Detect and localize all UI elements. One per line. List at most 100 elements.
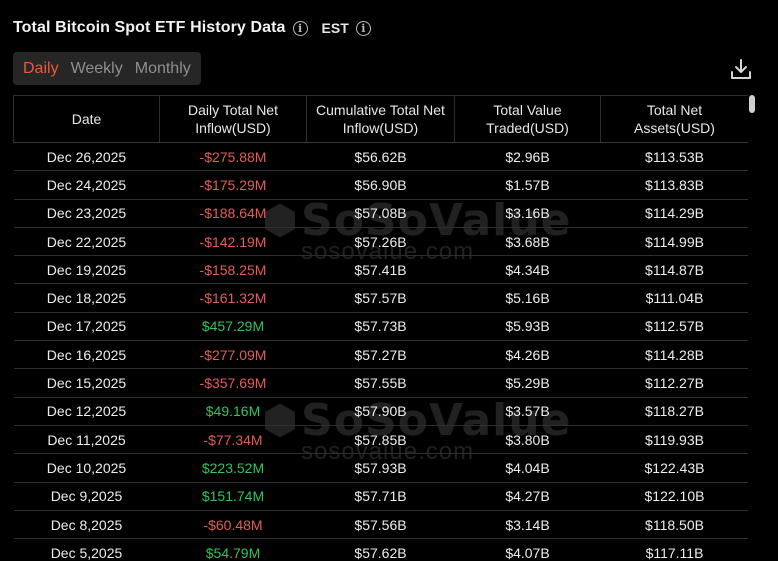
cell-date: Dec 18,2025 [13,283,160,313]
table-row: Dec 19,2025 -$158.25M $57.41B $4.34B $114.87… [13,255,748,285]
cell-cumulative-inflow: $57.62B [306,538,455,561]
cell-daily-inflow: $457.29M [159,312,307,342]
cell-cumulative-inflow: $56.90B [306,170,455,200]
table-row: Dec 16,2025 -$277.09M $57.27B $4.26B $114.28… [13,340,748,370]
column-header-date[interactable]: Date [13,95,160,143]
column-header-value-traded[interactable]: Total Value Traded(USD) [454,95,601,143]
table-body: Dec 26,2025 -$275.88M $56.62B $2.96B $113.53… [13,142,748,561]
cell-date: Dec 19,2025 [13,255,160,285]
cell-daily-inflow: -$77.34M [159,425,307,455]
cell-value-traded: $5.16B [454,283,601,313]
download-icon[interactable] [729,57,753,81]
column-header-line: Daily Total Net [187,102,278,118]
cell-daily-inflow: -$175.29M [159,170,307,200]
cell-date: Dec 10,2025 [13,453,160,483]
tab-monthly[interactable]: Monthly [134,60,191,77]
cell-value-traded: $2.96B [454,142,601,172]
cell-value-traded: $4.26B [454,340,601,370]
cell-date: Dec 26,2025 [13,142,160,172]
cell-cumulative-inflow: $57.85B [306,425,455,455]
history-table: Date Daily Total Net Inflow(USD) Cumulat… [13,95,748,561]
cell-net-assets: $114.99B [600,227,748,257]
table-row: Dec 18,2025 -$161.32M $57.57B $5.16B $111.04… [13,283,748,313]
cell-cumulative-inflow: $57.41B [306,255,455,285]
cell-date: Dec 22,2025 [13,227,160,257]
cell-date: Dec 5,2025 [13,538,160,561]
panel-header: Total Bitcoin Spot ETF History Data i ES… [13,14,371,42]
column-header-line: Date [71,111,102,127]
column-header-daily-inflow[interactable]: Daily Total Net Inflow(USD) [159,95,307,143]
column-header-line: Cumulative Total Net [316,102,445,118]
column-header-cumulative-inflow[interactable]: Cumulative Total Net Inflow(USD) [306,95,455,143]
cell-daily-inflow: -$142.19M [159,227,307,257]
table-row: Dec 23,2025 -$188.64M $57.08B $3.16B $114.29… [13,199,748,228]
cell-cumulative-inflow: $56.62B [306,142,455,172]
cell-daily-inflow: -$158.25M [159,255,307,285]
cell-daily-inflow: -$277.09M [159,340,307,370]
cell-cumulative-inflow: $57.08B [306,199,455,228]
cell-cumulative-inflow: $57.56B [306,510,455,540]
timezone-info-icon[interactable]: i [355,20,371,36]
cell-cumulative-inflow: $57.55B [306,368,455,398]
cell-daily-inflow: -$188.64M [159,199,307,228]
cell-net-assets: $114.28B [600,340,748,370]
cell-net-assets: $118.27B [600,397,748,426]
cell-value-traded: $4.27B [454,482,601,511]
column-header-line: Total Net [646,102,703,118]
table-row: Dec 9,2025 $151.74M $57.71B $4.27B $122.10B [13,482,748,511]
cell-value-traded: $1.57B [454,170,601,200]
cell-cumulative-inflow: $57.26B [306,227,455,257]
cell-daily-inflow: $54.79M [159,538,307,561]
column-header-line: Inflow(USD) [195,120,271,136]
cell-date: Dec 11,2025 [13,425,160,455]
cell-net-assets: $113.83B [600,170,748,200]
table-header-row: Date Daily Total Net Inflow(USD) Cumulat… [13,95,748,143]
cell-cumulative-inflow: $57.57B [306,283,455,313]
cell-net-assets: $114.87B [600,255,748,285]
tab-daily[interactable]: Daily [23,60,59,77]
cell-value-traded: $3.14B [454,510,601,540]
cell-cumulative-inflow: $57.93B [306,453,455,483]
cell-net-assets: $112.27B [600,368,748,398]
column-header-line: Inflow(USD) [342,120,419,136]
cell-daily-inflow: -$275.88M [159,142,307,172]
period-tabs: Daily Weekly Monthly [13,52,201,85]
cell-cumulative-inflow: $57.27B [306,340,455,370]
tab-weekly[interactable]: Weekly [70,60,123,77]
cell-net-assets: $114.29B [600,199,748,228]
cell-cumulative-inflow: $57.73B [306,312,455,342]
table-row: Dec 24,2025 -$175.29M $56.90B $1.57B $113.83… [13,170,748,200]
info-icon[interactable]: i [292,20,308,36]
cell-cumulative-inflow: $57.71B [306,482,455,511]
cell-cumulative-inflow: $57.90B [306,397,455,426]
cell-daily-inflow: $151.74M [159,482,307,511]
cell-daily-inflow: -$161.32M [159,283,307,313]
cell-value-traded: $3.57B [454,397,601,426]
cell-daily-inflow: $49.16M [159,397,307,426]
cell-date: Dec 24,2025 [13,170,160,200]
cell-value-traded: $4.04B [454,453,601,483]
cell-net-assets: $112.57B [600,312,748,342]
cell-date: Dec 15,2025 [13,368,160,398]
cell-value-traded: $5.29B [454,368,601,398]
cell-date: Dec 23,2025 [13,199,160,228]
table-scrollbar[interactable] [749,95,755,113]
cell-net-assets: $122.10B [600,482,748,511]
cell-value-traded: $3.16B [454,199,601,228]
column-header-line: Total Value [493,102,562,118]
table-row: Dec 8,2025 -$60.48M $57.56B $3.14B $118.50B [13,510,748,540]
cell-date: Dec 16,2025 [13,340,160,370]
table-row: Dec 22,2025 -$142.19M $57.26B $3.68B $114.99… [13,227,748,257]
history-table-container[interactable]: Date Daily Total Net Inflow(USD) Cumulat… [13,95,748,561]
cell-date: Dec 8,2025 [13,510,160,540]
table-row: Dec 26,2025 -$275.88M $56.62B $2.96B $113.53… [13,142,748,172]
cell-net-assets: $111.04B [600,283,748,313]
cell-net-assets: $122.43B [600,453,748,483]
cell-date: Dec 17,2025 [13,312,160,342]
cell-value-traded: $4.07B [454,538,601,561]
cell-value-traded: $3.80B [454,425,601,455]
cell-date: Dec 12,2025 [13,397,160,426]
cell-net-assets: $117.11B [600,538,748,561]
column-header-net-assets[interactable]: Total Net Assets(USD) [600,95,748,143]
